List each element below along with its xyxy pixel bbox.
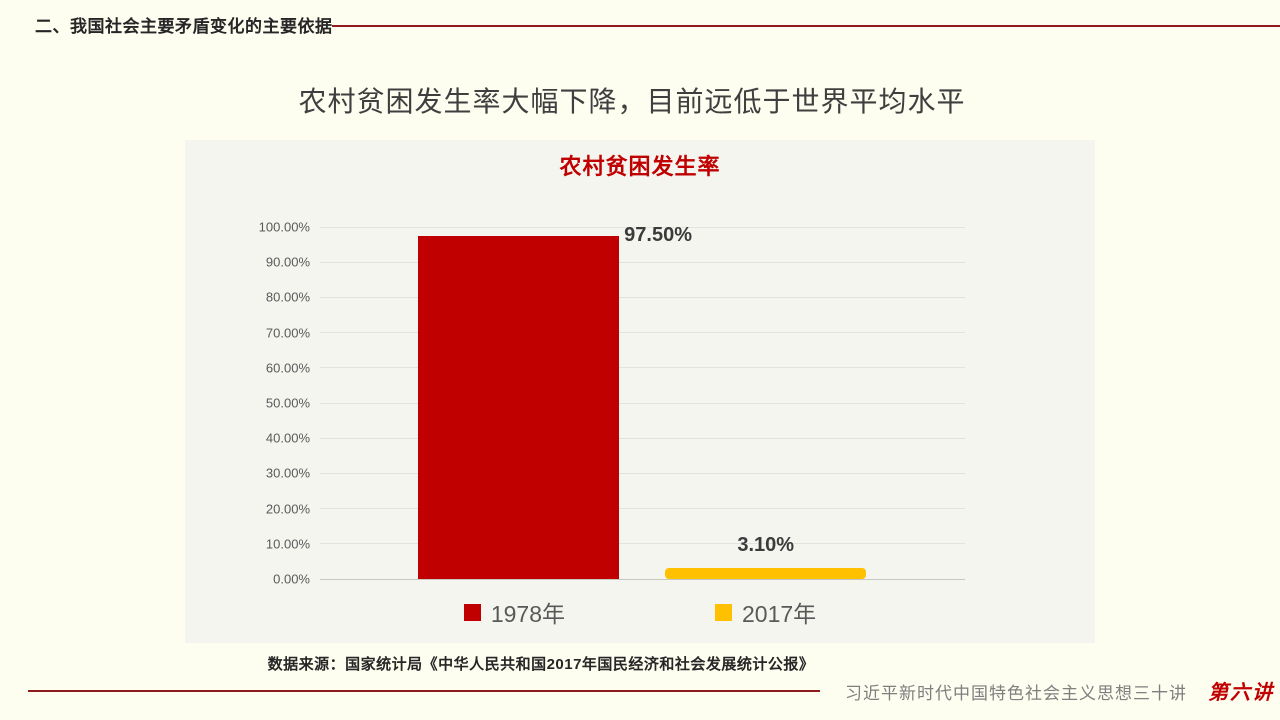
gridline: [320, 332, 965, 334]
header-rule-line: [332, 25, 1280, 27]
chart-panel: 农村贫困发生率 0.00% 10.00% 20.00% 30.00% 40.00% 50.…: [185, 140, 1095, 643]
chart-legend: 1978年 2017年: [185, 595, 1095, 629]
y-axis-tick-label: 100.00%: [258, 219, 310, 235]
gridline: [320, 226, 965, 228]
legend-item-2017年: 2017年: [715, 595, 816, 629]
y-axis-tick-label: 30.00%: [265, 465, 310, 481]
page-title: 农村贫困发生率大幅下降，目前远低于世界平均水平: [298, 86, 966, 117]
gridline: [320, 472, 965, 474]
y-axis-tick-label: 90.00%: [265, 254, 310, 270]
legend-label: 1978年: [490, 601, 565, 627]
gridline: [320, 508, 965, 510]
y-axis-tick-label: 70.00%: [265, 325, 310, 341]
data-label-1978年: 97.50%: [624, 223, 692, 246]
y-axis-tick-label: 0.00%: [273, 571, 310, 587]
data-label-2017年: 3.10%: [737, 534, 795, 557]
footer-lecture-badge: 第六讲: [1208, 680, 1275, 704]
plot-area: 0.00% 10.00% 20.00% 30.00% 40.00% 50.00% 60.00…: [259, 220, 965, 587]
footer-rule-line: [28, 690, 820, 692]
gridline: [320, 402, 965, 404]
gridline: [320, 261, 965, 263]
y-axis-tick-label: 80.00%: [265, 289, 310, 305]
bar-2017年: [665, 568, 867, 579]
legend-swatch-icon: [715, 603, 732, 621]
gridline: [320, 296, 965, 298]
gridline: [320, 543, 965, 545]
footer-series-title: 习近平新时代中国特色社会主义思想三十讲: [845, 684, 1187, 704]
legend-item-1978年: 1978年: [463, 595, 565, 629]
y-axis-tick-label: 60.00%: [265, 360, 310, 376]
slide-header: 二、我国社会主要矛盾变化的主要依据: [35, 17, 333, 36]
legend-swatch-icon: [463, 603, 481, 621]
y-axis-tick-label: 20.00%: [265, 501, 310, 517]
legend-label: 2017年: [742, 601, 817, 627]
chart-title: 农村贫困发生率: [559, 154, 721, 179]
gridline: [320, 437, 965, 439]
y-axis-tick-label: 10.00%: [265, 536, 310, 552]
x-axis-line: [320, 579, 965, 580]
gridline: [320, 367, 965, 369]
bar-1978年: [418, 235, 620, 579]
y-axis-tick-label: 50.00%: [265, 395, 310, 411]
footer: 习近平新时代中国特色社会主义思想三十讲 第六讲: [845, 676, 1274, 705]
y-axis-tick-label: 40.00%: [265, 430, 310, 446]
source-note: 数据来源：国家统计局《中华人民共和国2017年国民经济和社会发展统计公报》: [267, 656, 815, 673]
